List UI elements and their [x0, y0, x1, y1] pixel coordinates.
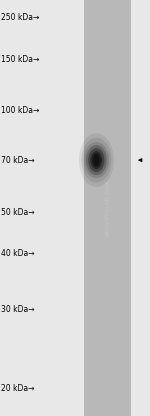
- Text: 250 kDa→: 250 kDa→: [1, 13, 39, 22]
- Bar: [84, 0, 130, 416]
- Ellipse shape: [91, 151, 102, 169]
- Ellipse shape: [86, 145, 107, 175]
- Ellipse shape: [94, 156, 99, 165]
- Text: 100 kDa→: 100 kDa→: [1, 106, 39, 115]
- Ellipse shape: [79, 133, 114, 187]
- Ellipse shape: [92, 154, 100, 167]
- Ellipse shape: [88, 148, 105, 172]
- Text: 40 kDa→: 40 kDa→: [1, 249, 34, 258]
- Ellipse shape: [81, 138, 111, 183]
- Ellipse shape: [84, 142, 109, 178]
- Text: 20 kDa→: 20 kDa→: [1, 384, 34, 394]
- Text: 150 kDa→: 150 kDa→: [1, 54, 39, 64]
- Text: 30 kDa→: 30 kDa→: [1, 305, 34, 314]
- Text: 70 kDa→: 70 kDa→: [1, 156, 34, 165]
- Text: 50 kDa→: 50 kDa→: [1, 208, 34, 217]
- Text: WWW.PTGLAB.COM: WWW.PTGLAB.COM: [105, 179, 111, 237]
